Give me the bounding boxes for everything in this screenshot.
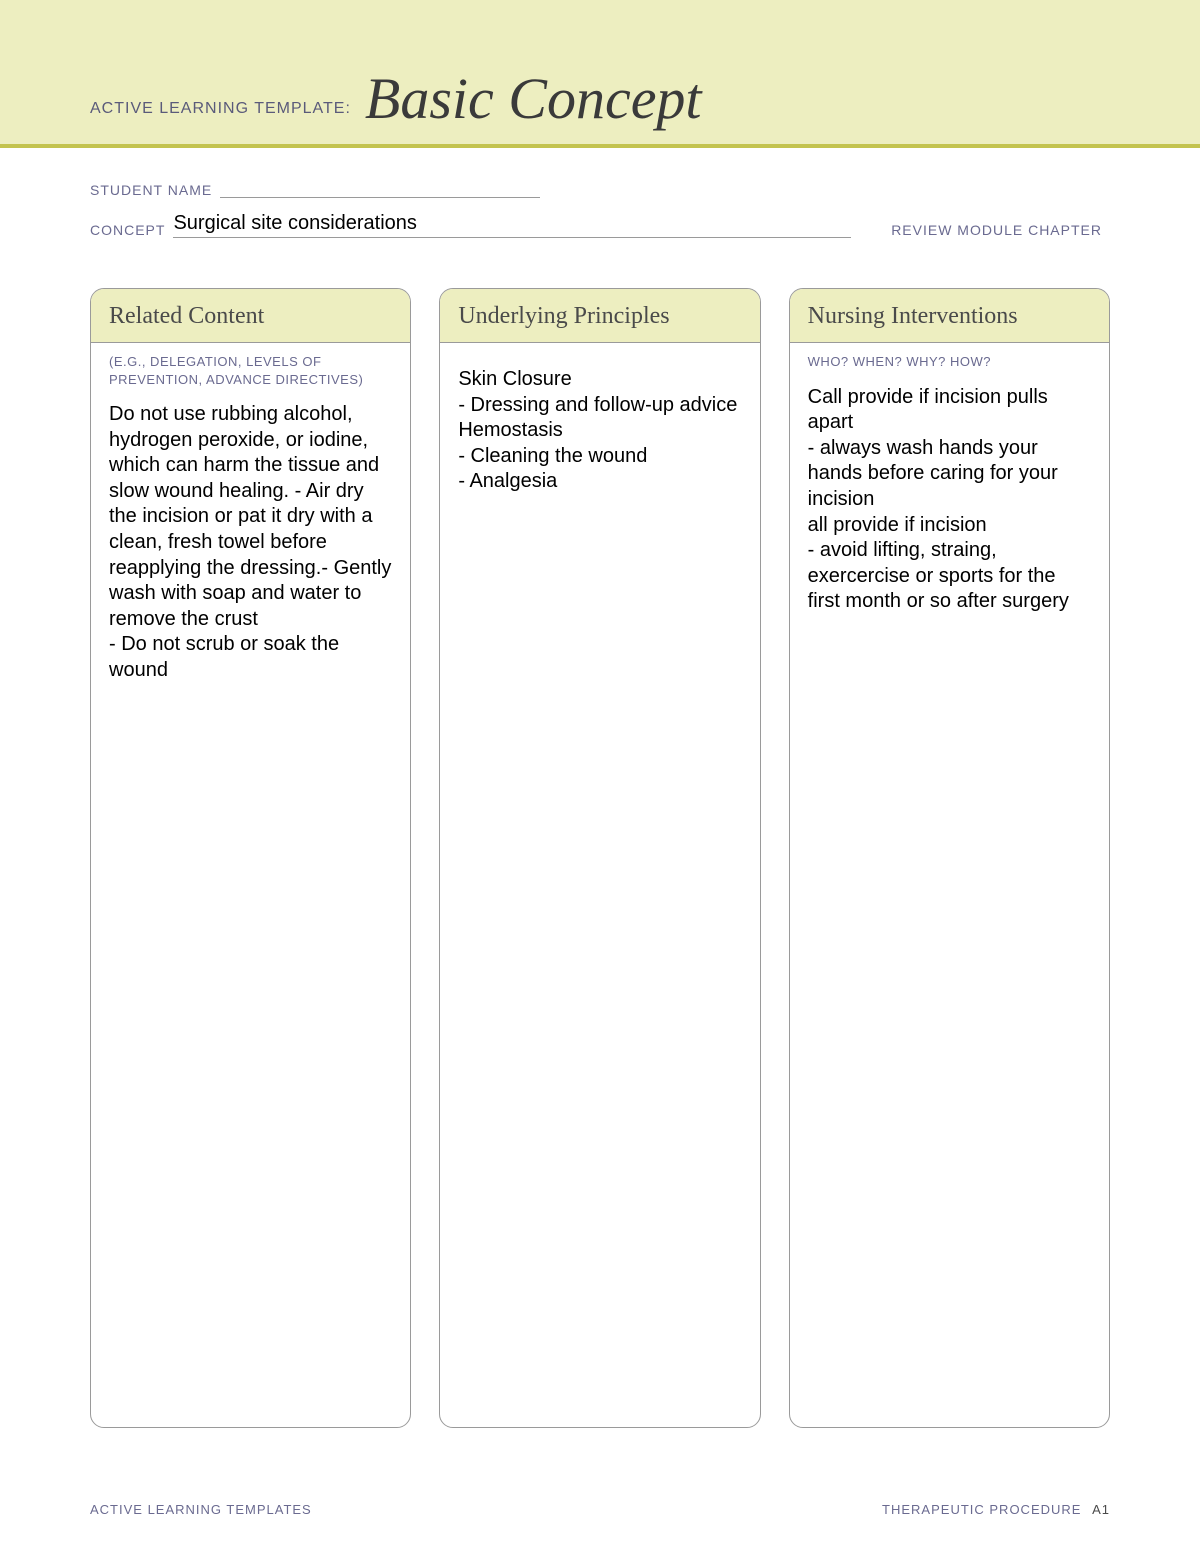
columns: Related Content (E.G., DELEGATION, LEVEL… [0, 238, 1200, 1428]
column-title: Related Content [109, 303, 392, 330]
column-body: Skin Closure - Dressing and follow-up ad… [440, 353, 759, 513]
page: ACTIVE LEARNING TEMPLATE: Basic Concept … [0, 0, 1200, 1553]
concept-value: Surgical site considerations [173, 212, 416, 236]
banner-prefix: ACTIVE LEARNING TEMPLATE: [90, 100, 351, 118]
column-body: Call provide if incision pulls apart - a… [790, 371, 1109, 633]
meta-section: STUDENT NAME CONCEPT Surgical site consi… [0, 148, 1200, 238]
concept-left: CONCEPT Surgical site considerations [90, 212, 851, 238]
concept-label: CONCEPT [90, 222, 165, 238]
review-label: REVIEW MODULE CHAPTER [891, 222, 1102, 238]
footer-page: A1 [1092, 1502, 1110, 1517]
footer-left: ACTIVE LEARNING TEMPLATES [90, 1502, 312, 1517]
column-related-content: Related Content (E.G., DELEGATION, LEVEL… [90, 288, 411, 1428]
student-name-row: STUDENT NAME [90, 180, 1110, 198]
student-name-label: STUDENT NAME [90, 182, 212, 198]
column-subtitle [440, 343, 759, 353]
column-header: Related Content [91, 289, 410, 343]
column-header: Nursing Interventions [790, 289, 1109, 343]
concept-line[interactable]: Surgical site considerations [173, 212, 851, 238]
footer-right: THERAPEUTIC PROCEDURE A1 [882, 1502, 1110, 1517]
column-body: Do not use rubbing alcohol, hydrogen per… [91, 388, 410, 702]
footer: ACTIVE LEARNING TEMPLATES THERAPEUTIC PR… [90, 1502, 1110, 1517]
column-underlying-principles: Underlying Principles Skin Closure - Dre… [439, 288, 760, 1428]
footer-right-text: THERAPEUTIC PROCEDURE [882, 1502, 1081, 1517]
column-subtitle: (E.G., DELEGATION, LEVELS OF PREVENTION,… [91, 343, 410, 388]
banner-title: Basic Concept [365, 65, 702, 132]
column-nursing-interventions: Nursing Interventions WHO? WHEN? WHY? HO… [789, 288, 1110, 1428]
column-title: Underlying Principles [458, 303, 741, 330]
column-title: Nursing Interventions [808, 303, 1091, 330]
student-name-line[interactable] [220, 180, 540, 198]
review-right: REVIEW MODULE CHAPTER [891, 220, 1110, 238]
concept-row: CONCEPT Surgical site considerations REV… [90, 212, 1110, 238]
column-header: Underlying Principles [440, 289, 759, 343]
banner: ACTIVE LEARNING TEMPLATE: Basic Concept [0, 0, 1200, 148]
column-subtitle: WHO? WHEN? WHY? HOW? [790, 343, 1109, 371]
